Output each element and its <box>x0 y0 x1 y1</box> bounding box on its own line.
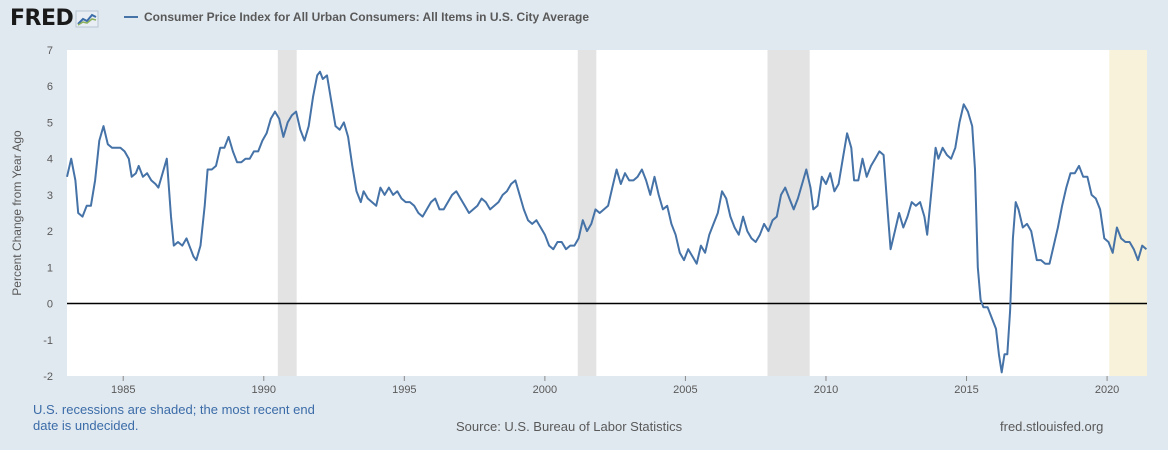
recession-band-3 <box>767 50 810 376</box>
cpi-series-line <box>66 70 1148 374</box>
y-tick-label: 6 <box>47 81 53 93</box>
y-tick-label: -1 <box>43 335 53 347</box>
y-tick-label: 2 <box>47 226 53 238</box>
line-chart-icon <box>75 10 99 28</box>
recession-shading <box>277 50 1147 376</box>
x-tick-label: 1985 <box>111 384 135 396</box>
x-tick-label: 2020 <box>1095 384 1119 396</box>
fred-logo[interactable]: FRED <box>10 6 99 32</box>
chart-header: FRED Consumer Price Index for All Urban … <box>0 0 1168 44</box>
site-link[interactable]: fred.stlouisfed.org <box>1000 419 1104 434</box>
y-tick-label: 3 <box>47 190 53 202</box>
x-tick-label: 1995 <box>392 384 416 396</box>
plot-area <box>67 50 1147 376</box>
x-tick-label: 1990 <box>252 384 276 396</box>
source-text[interactable]: Source: U.S. Bureau of Labor Statistics <box>456 419 683 434</box>
y-tick-label: 0 <box>47 299 53 311</box>
y-tick-label: 4 <box>47 154 53 166</box>
y-tick-label: 1 <box>47 262 53 274</box>
y-tick-label: 7 <box>47 45 53 57</box>
legend-swatch <box>124 16 138 18</box>
x-tick-label: 2000 <box>533 384 557 396</box>
recession-band-1 <box>277 50 297 376</box>
x-tick-label: 2010 <box>814 384 838 396</box>
chart-legend[interactable]: Consumer Price Index for All Urban Consu… <box>124 10 589 24</box>
y-tick-label: 5 <box>47 117 53 129</box>
x-tick-label: 2005 <box>673 384 697 396</box>
y-tick-label: -2 <box>43 371 53 383</box>
axes: 7 6 5 4 3 2 1 0 -1 -2 1985 1990 1995 2000 2005 2010 2015… <box>43 45 1119 396</box>
legend-label: Consumer Price Index for All Urban Consu… <box>144 10 589 24</box>
recession-note: U.S. recessions are shaded; the most rec… <box>33 402 315 433</box>
recession-band-2 <box>577 50 597 376</box>
recession-band-undecided <box>1109 50 1147 376</box>
y-axis-label: Percent Change from Year Ago <box>10 130 24 296</box>
x-tick-label: 2015 <box>954 384 978 396</box>
logo-text: FRED <box>10 6 74 31</box>
